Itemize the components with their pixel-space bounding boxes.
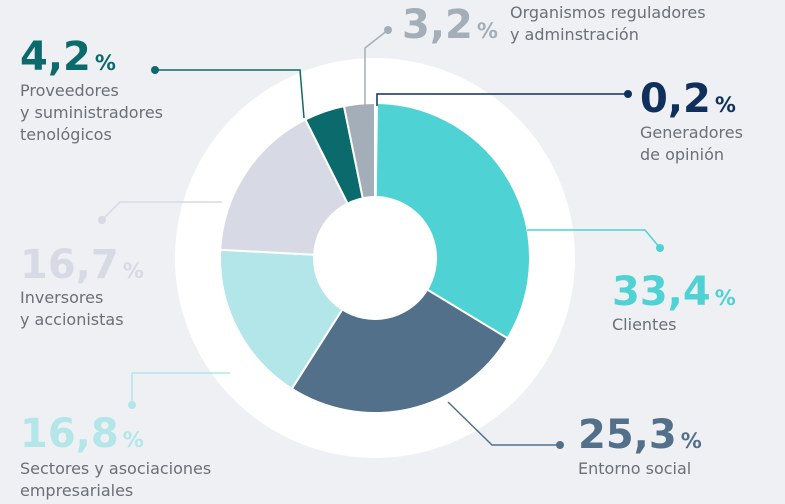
leader-line — [527, 229, 661, 249]
leader-line — [101, 201, 222, 221]
leader-dot — [98, 216, 106, 224]
value-label: 25,3% — [578, 412, 702, 458]
category-label: Proveedores — [20, 81, 119, 100]
value-unit: % — [95, 51, 116, 75]
value-label: 16,7% — [20, 242, 144, 288]
leader-dot — [384, 26, 392, 34]
category-label: tenológicos — [20, 125, 112, 144]
value-number: 25,3 — [578, 412, 677, 458]
leader-line — [364, 29, 389, 110]
category-label: Entorno social — [578, 459, 691, 478]
leader-dot — [128, 401, 136, 409]
leader-line — [376, 93, 628, 106]
value-unit: % — [715, 93, 736, 117]
value-number: 33,4 — [612, 269, 711, 315]
value-number: 16,8 — [20, 411, 119, 457]
value-number: 16,7 — [20, 242, 119, 288]
leader-line — [447, 401, 560, 446]
hole — [313, 196, 437, 320]
value-unit: % — [123, 259, 144, 283]
leader-dot — [556, 441, 564, 449]
leader-dot — [151, 66, 159, 74]
leader-line — [155, 69, 305, 119]
slice — [290, 256, 509, 414]
value-label: 4,2% — [20, 34, 116, 80]
value-label: 3,2% — [402, 2, 498, 48]
value-number: 4,2 — [20, 34, 91, 80]
value-label: 33,4% — [612, 269, 736, 315]
value-label: 16,8% — [20, 411, 144, 457]
leader-dot — [624, 90, 632, 98]
leader-line — [131, 372, 230, 405]
category-label: y suministradores — [20, 103, 163, 122]
category-label: Inversores — [20, 288, 103, 307]
category-label: de opinión — [640, 145, 724, 164]
value-unit: % — [715, 286, 736, 310]
value-unit: % — [477, 19, 498, 43]
category-label: Organismos reguladores — [510, 3, 706, 22]
category-label: y accionistas — [20, 310, 124, 329]
value-unit: % — [681, 429, 702, 453]
category-label: y adminstración — [510, 25, 639, 44]
category-label: Generadores — [640, 123, 743, 142]
category-label: Clientes — [612, 315, 677, 334]
value-number: 0,2 — [640, 76, 711, 122]
category-label: empresariales — [20, 481, 133, 500]
value-label: 0,2% — [640, 76, 736, 122]
category-label: Sectores y asociaciones — [20, 459, 211, 478]
value-unit: % — [123, 428, 144, 452]
value-number: 3,2 — [402, 2, 473, 48]
leader-dot — [656, 244, 664, 252]
